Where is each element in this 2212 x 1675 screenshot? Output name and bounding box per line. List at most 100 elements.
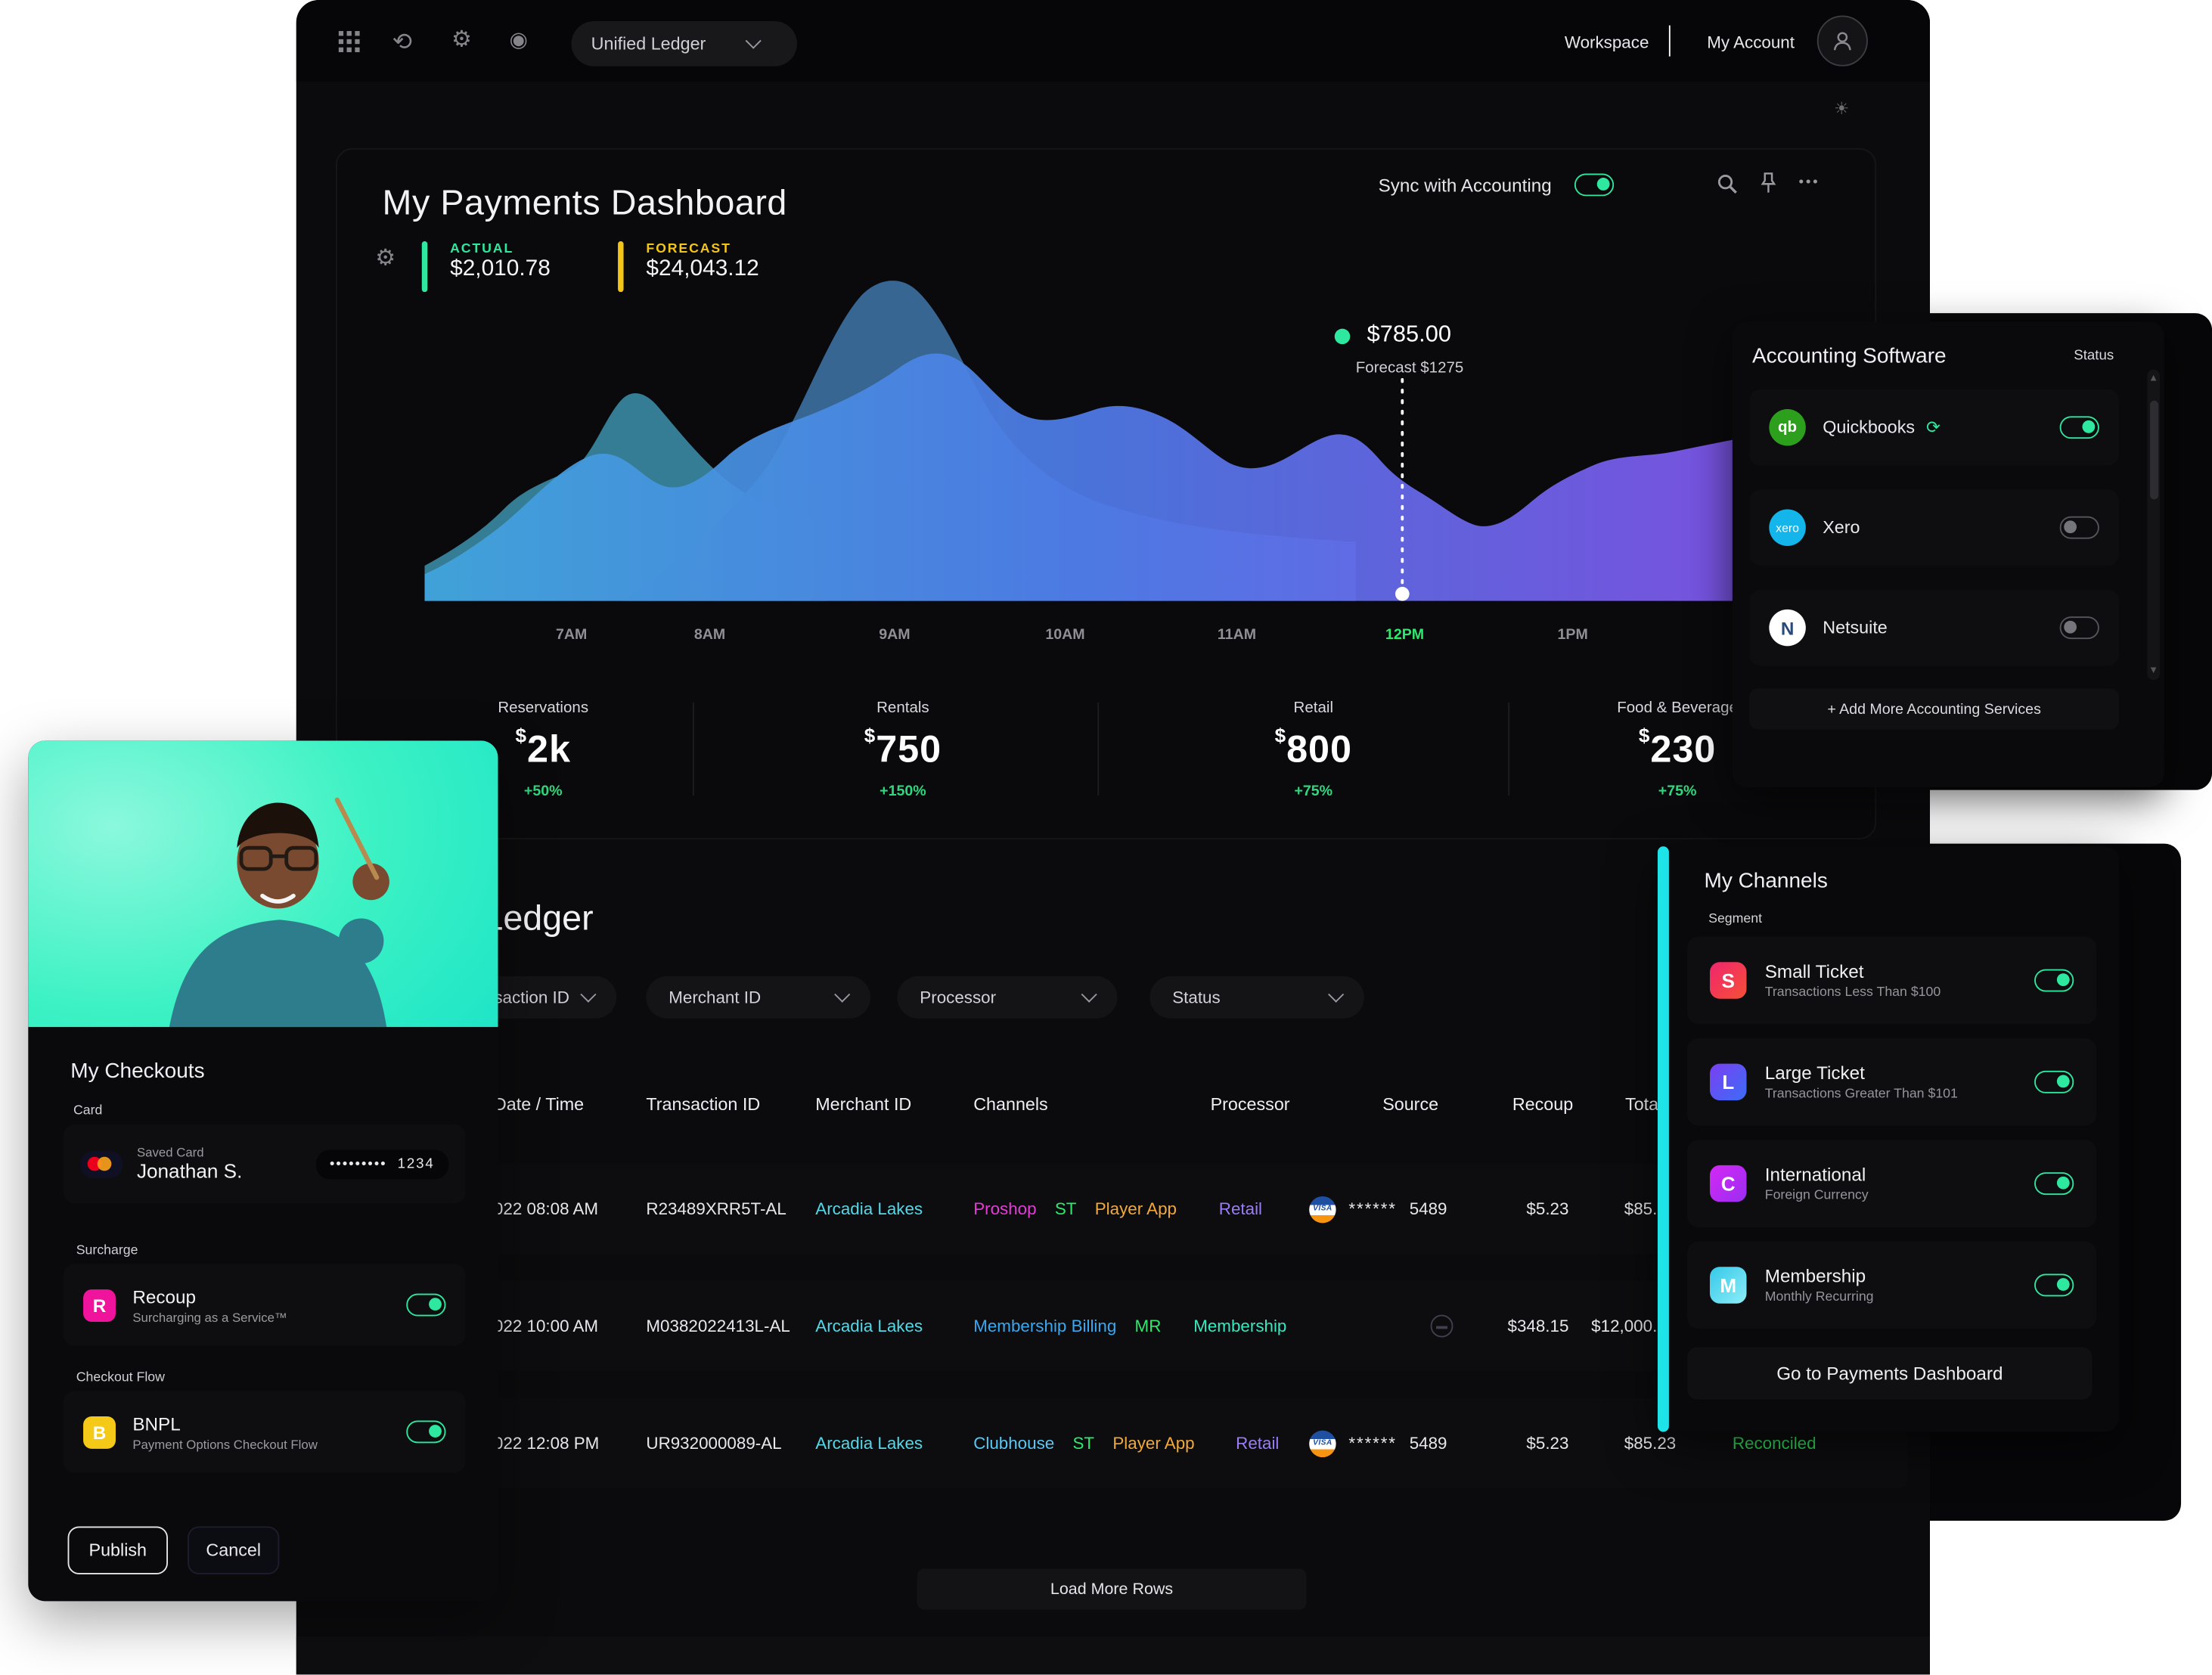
glasses-left [239,845,273,871]
scrollbar-thumb[interactable] [2149,400,2158,500]
filter-label: Status [1172,987,1221,1007]
table-row[interactable]: 022 08:08 AM R23489XRR5T-AL Arcadia Lake… [321,1164,1908,1255]
go-to-payments-dashboard-button[interactable]: Go to Payments Dashboard [1687,1347,2093,1400]
service-row-quickbooks[interactable]: qb Quickbooks ⟳ [1749,389,2119,466]
payments-area-chart[interactable] [424,269,1878,601]
stat-delta: +75% [1658,783,1697,800]
search-icon[interactable] [1717,173,1738,201]
cancel-button[interactable]: Cancel [188,1526,280,1574]
avatar[interactable] [1816,15,1868,67]
bnpl-toggle[interactable] [406,1420,446,1444]
channels-accent-bar [1657,846,1669,1432]
channel-desc: Transactions Less Than $100 [1764,985,1941,1000]
visa-icon: VISA [1309,1429,1336,1457]
card-holder-name: Jonathan S. [136,1159,243,1183]
international-toggle[interactable] [2034,1172,2074,1196]
brightness-icon[interactable]: ☀ [1834,98,1850,119]
stat-value: 750 [876,727,942,771]
channel-tag: Proshop [973,1199,1037,1219]
chart-settings-gear-icon[interactable]: ⚙ [375,247,396,271]
table-row[interactable]: 022 12:08 PM UR932000089-AL Arcadia Lake… [321,1397,1908,1489]
membership-toggle[interactable] [2034,1273,2074,1297]
stat-currency: $ [515,724,527,746]
product-select[interactable]: Unified Ledger [571,20,798,67]
channel-row-membership[interactable]: M Membership Monthly Recurring [1687,1241,2097,1329]
scroll-down-icon[interactable]: ▼ [2148,665,2159,676]
card-mask-dots: ••••••••• [329,1155,387,1172]
forecast-legend-bar [618,241,624,293]
apps-grid-icon[interactable] [338,31,360,57]
quickbooks-toggle[interactable] [2059,416,2099,439]
cell-merchant: Arcadia Lakes [815,1433,923,1453]
my-account-link[interactable]: My Account [1707,32,1795,53]
channel-row-small-ticket[interactable]: S Small Ticket Transactions Less Than $10… [1687,936,2097,1025]
international-icon: C [1709,1165,1747,1202]
recoup-row[interactable]: R Recoup Surcharging as a Service™ [63,1264,466,1346]
stats-divider [1508,703,1510,796]
channel-desc: Foreign Currency [1764,1187,1869,1204]
pin-icon[interactable] [1759,172,1777,202]
card-mask: ****** [1348,1433,1397,1453]
filter-processor[interactable]: Processor [897,976,1118,1019]
card-number-masked: ••••••••• 1234 [315,1149,449,1179]
xero-logo-icon: xero [1769,509,1806,546]
settings-gear-icon[interactable]: ⚙ [451,28,472,53]
service-name: Xero [1823,517,1860,538]
col-date-time: Date / Time [493,1094,585,1115]
recoup-icon: R [83,1289,116,1322]
publish-button[interactable]: Publish [67,1526,168,1574]
large-ticket-toggle[interactable] [2034,1070,2074,1093]
netsuite-logo-icon: N [1769,609,1806,647]
x-label-1pm: 1PM [1557,626,1588,644]
scroll-up-icon[interactable]: ▲ [2148,374,2159,384]
chevron-down-icon [834,986,851,1003]
channel-row-large-ticket[interactable]: L Large Ticket Transactions Greater Than … [1687,1038,2097,1126]
mastercard-icon [80,1150,123,1177]
sync-with-accounting-toggle[interactable] [1574,173,1614,197]
load-more-rows-button[interactable]: Load More Rows [917,1568,1307,1610]
stick [334,797,380,880]
stats-divider [1097,703,1100,796]
channel-row-international[interactable]: C International Foreign Currency [1687,1140,2097,1227]
person-head [237,815,319,909]
channel-tag: Player App [1094,1199,1177,1219]
service-row-xero[interactable]: xero Xero [1749,489,2119,566]
card-mask: ****** [1348,1199,1397,1219]
checkouts-title: My Checkouts [70,1059,205,1084]
card-section-label: Card [73,1103,103,1119]
chevron-down-icon [580,986,597,1003]
bnpl-row[interactable]: B BNPL Payment Options Checkout Flow [63,1391,466,1473]
sync-with-accounting-label: Sync with Accounting [1378,174,1552,196]
actual-label: ACTUAL [450,241,514,257]
channel-tag: Membership Billing [973,1316,1117,1336]
filter-merchant-id[interactable]: Merchant ID [646,976,871,1019]
netsuite-toggle[interactable] [2059,616,2099,640]
chevron-down-icon [1328,986,1345,1003]
sync-icon: ⟳ [1925,417,1941,438]
x-label-11am: 11AM [1217,626,1257,644]
accounting-scrollbar[interactable]: ▲ ▼ [2147,369,2161,681]
cell-recoup: $348.15 [1507,1316,1569,1336]
more-options-icon[interactable]: ••• [1798,175,1820,191]
small-ticket-toggle[interactable] [2034,969,2074,992]
col-source: Source [1382,1094,1439,1115]
saved-card-row[interactable]: Saved Card Jonathan S. ••••••••• 1234 [63,1124,466,1204]
stats-divider [692,703,694,796]
recoup-toggle[interactable] [406,1293,446,1317]
filter-status[interactable]: Status [1149,976,1364,1019]
add-accounting-services-button[interactable]: + Add More Accounting Services [1749,688,2119,730]
cell-recoup: $5.23 [1526,1433,1569,1453]
stat-label: Reservations [498,699,589,717]
channel-name: Large Ticket [1764,1062,1865,1084]
workspace-link[interactable]: Workspace [1564,32,1649,53]
service-row-netsuite[interactable]: N Netsuite [1749,589,2119,666]
person-icon [1833,32,1851,51]
cell-transaction-id: M0382022413L-AL [646,1316,790,1336]
target-icon[interactable]: ◉ [509,28,528,53]
channel-desc: Transactions Greater Than $101 [1764,1086,1958,1102]
xero-toggle[interactable] [2059,516,2099,539]
col-merchant-id: Merchant ID [815,1094,912,1115]
filter-label: Merchant ID [669,987,762,1007]
history-icon[interactable]: ⟲ [392,28,413,55]
